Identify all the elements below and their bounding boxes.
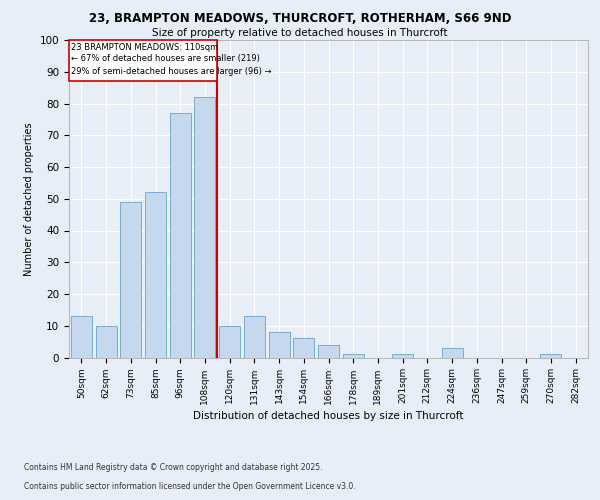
Text: Size of property relative to detached houses in Thurcroft: Size of property relative to detached ho… [152,28,448,38]
Bar [219,326,240,358]
Text: 29% of semi-detached houses are larger (96) →: 29% of semi-detached houses are larger (… [71,67,272,76]
Bar [442,348,463,358]
X-axis label: Distribution of detached houses by size in Thurcroft: Distribution of detached houses by size … [193,410,464,420]
Bar [269,332,290,357]
Bar [244,316,265,358]
Text: Contains HM Land Registry data © Crown copyright and database right 2025.: Contains HM Land Registry data © Crown c… [24,464,323,472]
Bar [541,354,562,358]
Bar [95,326,116,358]
Bar [318,345,339,358]
Bar [71,316,92,358]
Bar [194,97,215,357]
Bar [170,113,191,358]
Bar [145,192,166,358]
Text: 23 BRAMPTON MEADOWS: 110sqm: 23 BRAMPTON MEADOWS: 110sqm [71,42,219,51]
Text: 23, BRAMPTON MEADOWS, THURCROFT, ROTHERHAM, S66 9ND: 23, BRAMPTON MEADOWS, THURCROFT, ROTHERH… [89,12,511,26]
Text: Contains public sector information licensed under the Open Government Licence v3: Contains public sector information licen… [24,482,356,491]
Bar [120,202,141,358]
Bar [293,338,314,357]
Text: ← 67% of detached houses are smaller (219): ← 67% of detached houses are smaller (21… [71,54,260,64]
Bar [392,354,413,358]
Bar [343,354,364,358]
FancyBboxPatch shape [69,40,217,82]
Y-axis label: Number of detached properties: Number of detached properties [24,122,34,276]
